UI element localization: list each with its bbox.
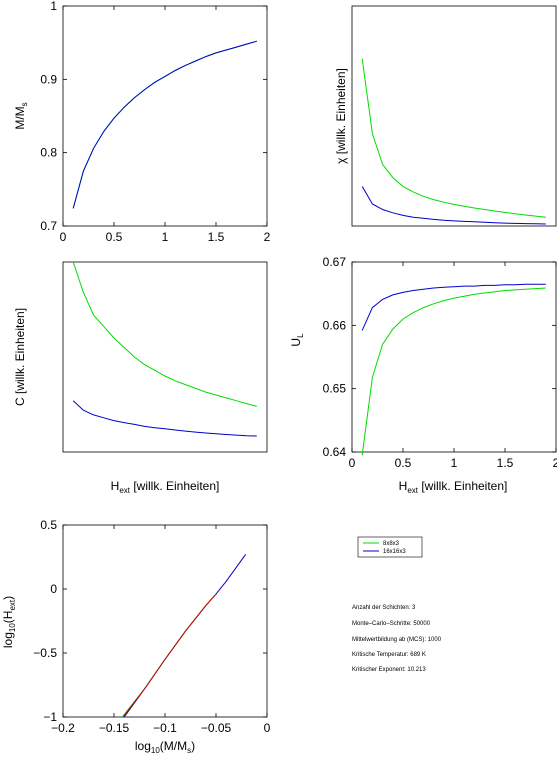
susceptibility-plot: χ [willk. Einheiten]: [334, 5, 557, 227]
x-tick-label: 0: [60, 230, 67, 244]
series-line-1: [121, 593, 217, 718]
y-axis-label: M/Ms: [13, 102, 29, 129]
plot-frame: [351, 261, 557, 453]
series-line-1: [361, 186, 546, 225]
x-tick-label: 1.5: [208, 230, 225, 244]
series-line-1: [361, 283, 546, 331]
y-axis-label: UL: [289, 333, 305, 347]
y-tick-label: 0.65: [323, 382, 347, 396]
y-tick-label: 0.9: [40, 72, 57, 86]
binder-cumulant-plot: 0 0.5 1 1.5 2 0.64 0.65 0.66 0.67 UL Hext [willk…: [289, 255, 557, 495]
y-axis-label: χ [willk. Einheiten]: [334, 68, 348, 164]
x-tick-label: −0.2: [51, 721, 75, 735]
info-averaging: Mittelwertbildung ab (MCS): 1000: [352, 637, 442, 643]
y-tick-label: 1: [50, 0, 57, 13]
x-tick-label: 0.5: [395, 456, 412, 470]
series-line-0: [361, 287, 546, 456]
legend-label-8x8x3: 8x8x3: [383, 541, 400, 547]
info-layers: Anzahl der Schichten: 3: [352, 605, 416, 611]
info-critical-temperature: Kritische Temperatur: 689 K: [352, 652, 426, 658]
series-line-1: [72, 400, 257, 437]
x-axis-label: Hext [willk. Einheiten]: [399, 479, 508, 495]
legend: 8x8x3 16x16x3: [357, 536, 423, 558]
info-critical-exponent: Kritischer Exponent: 10.213: [352, 667, 426, 673]
y-tick-label: −0.5: [33, 646, 57, 660]
series-line-0: [123, 554, 247, 718]
x-tick-label: 2: [553, 456, 557, 470]
plot-frame: [351, 5, 557, 227]
x-tick-label: 0: [264, 721, 271, 735]
y-tick-label: 0.67: [323, 255, 347, 269]
x-tick-label: 2: [264, 230, 271, 244]
y-tick-label: 0.5: [40, 518, 57, 532]
magnetization-plot: 0 0.5 1 1.5 2 0.7 0.8 0.9 1 M/Ms: [13, 0, 271, 244]
y-tick-label: 0.66: [323, 318, 347, 332]
y-tick-label: 0.7: [40, 219, 57, 233]
series-line-0: [72, 261, 257, 407]
scaling-plot: −0.2 −0.15 −0.1 −0.05 0 −1 −0.5 0 0.5 log10(Hext…: [1, 518, 271, 755]
x-tick-label: 1: [451, 456, 458, 470]
info-mc-steps: Monte–Carlo–Schritte: 50000: [352, 621, 431, 627]
y-tick-label: 0: [50, 582, 57, 596]
y-axis-label: C [willk. Einheiten]: [13, 308, 27, 406]
x-tick-label: −0.15: [99, 721, 130, 735]
series-line-0: [72, 40, 257, 209]
series-line-0: [361, 58, 546, 218]
y-tick-label: 0.64: [323, 445, 347, 459]
plot-frame: [62, 261, 268, 453]
y-tick-label: −1: [43, 710, 57, 724]
y-tick-label: 0.8: [40, 146, 57, 160]
x-tick-label: −0.05: [201, 721, 232, 735]
legend-label-16x16x3: 16x16x3: [383, 549, 406, 555]
plot-frame: [62, 524, 268, 718]
y-axis-label: log10(Hext): [1, 596, 17, 648]
plot-frame: [62, 5, 268, 227]
series-line-1: [72, 40, 257, 209]
x-axis-label: log10(M/Ms): [135, 739, 195, 755]
specific-heat-plot: C [willk. Einheiten] Hext [willk. Einhei…: [13, 261, 268, 495]
x-tick-label: 0.5: [106, 230, 123, 244]
x-tick-label: −0.1: [153, 721, 177, 735]
x-tick-label: 1: [162, 230, 169, 244]
x-tick-label: 0: [349, 456, 356, 470]
series-line-2: [122, 593, 217, 718]
x-axis-label: Hext [willk. Einheiten]: [111, 479, 220, 495]
legend-box: [357, 536, 423, 558]
x-tick-label: 1.5: [497, 456, 514, 470]
